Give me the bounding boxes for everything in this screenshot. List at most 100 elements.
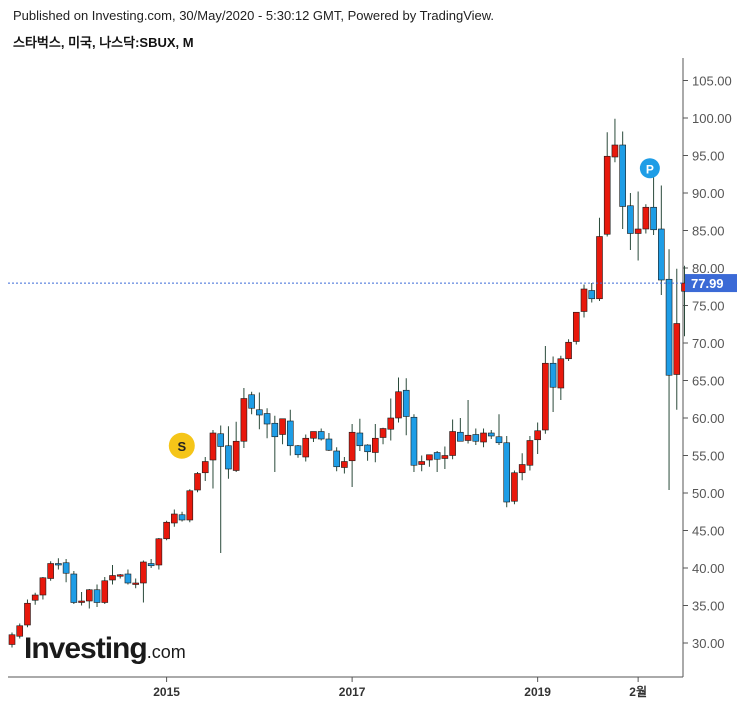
candle bbox=[580, 284, 588, 318]
candle bbox=[31, 592, 39, 605]
candle bbox=[503, 436, 511, 508]
candle bbox=[619, 131, 626, 229]
candle bbox=[372, 424, 379, 463]
candle-body bbox=[302, 437, 310, 458]
y-tick-label: 35.00 bbox=[692, 599, 725, 614]
candle-body bbox=[426, 454, 433, 461]
candle-body bbox=[511, 472, 518, 502]
candle bbox=[302, 434, 310, 462]
candle bbox=[341, 457, 348, 474]
candle-series bbox=[8, 118, 688, 648]
y-tick-label: 30.00 bbox=[692, 636, 725, 651]
investing-logo: Investing.com bbox=[24, 632, 186, 666]
candle bbox=[480, 428, 487, 448]
candle-body bbox=[279, 418, 286, 435]
marker-circle bbox=[168, 432, 195, 459]
candle-body bbox=[611, 144, 619, 158]
candle-body bbox=[379, 428, 387, 438]
candle-body bbox=[402, 389, 410, 417]
y-tick-label: 60.00 bbox=[692, 411, 725, 426]
chart-overlay: 77.99 S P bbox=[8, 158, 737, 459]
candle bbox=[603, 132, 611, 237]
candle bbox=[642, 204, 650, 234]
candle bbox=[271, 415, 279, 472]
logo-text: Investing bbox=[24, 632, 148, 665]
candle-body bbox=[619, 144, 626, 207]
candle bbox=[495, 414, 503, 445]
candle-body bbox=[317, 431, 325, 440]
y-tick-label: 100.00 bbox=[692, 111, 732, 126]
candle-body bbox=[356, 432, 364, 447]
candle-body bbox=[472, 434, 480, 442]
split-marker[interactable]: S bbox=[168, 432, 195, 459]
candle-body bbox=[310, 431, 317, 439]
candle-body bbox=[526, 440, 534, 466]
candle bbox=[47, 561, 54, 581]
candle bbox=[147, 559, 155, 568]
candle bbox=[317, 428, 325, 441]
candle-body bbox=[86, 589, 93, 602]
candle bbox=[140, 560, 147, 603]
candle bbox=[209, 430, 217, 489]
y-tick-label: 40.00 bbox=[692, 561, 725, 576]
candle bbox=[109, 565, 116, 585]
candle-body bbox=[78, 600, 85, 603]
candle bbox=[124, 569, 132, 585]
candle bbox=[518, 453, 526, 481]
candle bbox=[418, 455, 425, 472]
candle bbox=[588, 283, 596, 303]
candle-body bbox=[209, 432, 217, 461]
candle-body bbox=[518, 464, 526, 474]
candle-body bbox=[449, 431, 456, 456]
marker-p[interactable]: P bbox=[639, 158, 660, 179]
marker-label: S bbox=[177, 439, 186, 454]
candle bbox=[526, 436, 534, 471]
candle-body bbox=[155, 538, 163, 566]
candle bbox=[596, 217, 603, 301]
candle bbox=[171, 509, 178, 527]
y-tick-label: 45.00 bbox=[692, 524, 725, 539]
candle bbox=[8, 632, 16, 648]
candle-body bbox=[62, 562, 70, 574]
candle bbox=[487, 430, 495, 439]
logo-suffix: .com bbox=[146, 642, 186, 662]
marker-label: P bbox=[646, 162, 654, 176]
candle-body bbox=[487, 432, 495, 437]
candle-body bbox=[271, 422, 279, 438]
candle-body bbox=[549, 362, 557, 388]
symbol-title: 스타벅스, 미국, 나스닥:SBUX, M bbox=[13, 35, 194, 50]
candle-body bbox=[70, 573, 78, 603]
candle-body bbox=[565, 341, 572, 360]
candle-body bbox=[286, 420, 294, 447]
candle-body bbox=[348, 431, 356, 462]
candle bbox=[658, 185, 665, 295]
candle-body bbox=[588, 290, 596, 300]
candle bbox=[457, 418, 464, 442]
candle bbox=[163, 520, 170, 541]
candle-body bbox=[395, 391, 402, 419]
candle bbox=[240, 388, 248, 448]
candle-body bbox=[201, 461, 209, 474]
candle bbox=[402, 378, 410, 436]
candle bbox=[201, 457, 209, 481]
candle bbox=[86, 589, 93, 609]
candle bbox=[194, 472, 201, 493]
candle-body bbox=[132, 582, 139, 585]
candle-body bbox=[232, 440, 240, 471]
candle bbox=[611, 118, 619, 163]
candle bbox=[472, 428, 480, 445]
candle bbox=[333, 447, 340, 472]
candle bbox=[225, 426, 232, 479]
x-tick-label: 2019 bbox=[524, 685, 551, 699]
candle bbox=[565, 339, 572, 361]
candle-body bbox=[341, 461, 348, 468]
candle bbox=[155, 538, 163, 570]
candle-body bbox=[457, 431, 464, 442]
candle-body bbox=[24, 602, 31, 626]
candle bbox=[263, 408, 271, 439]
y-tick-label: 70.00 bbox=[692, 336, 725, 351]
candle bbox=[39, 577, 47, 600]
candle-body bbox=[263, 413, 271, 425]
candle-body bbox=[596, 236, 603, 300]
